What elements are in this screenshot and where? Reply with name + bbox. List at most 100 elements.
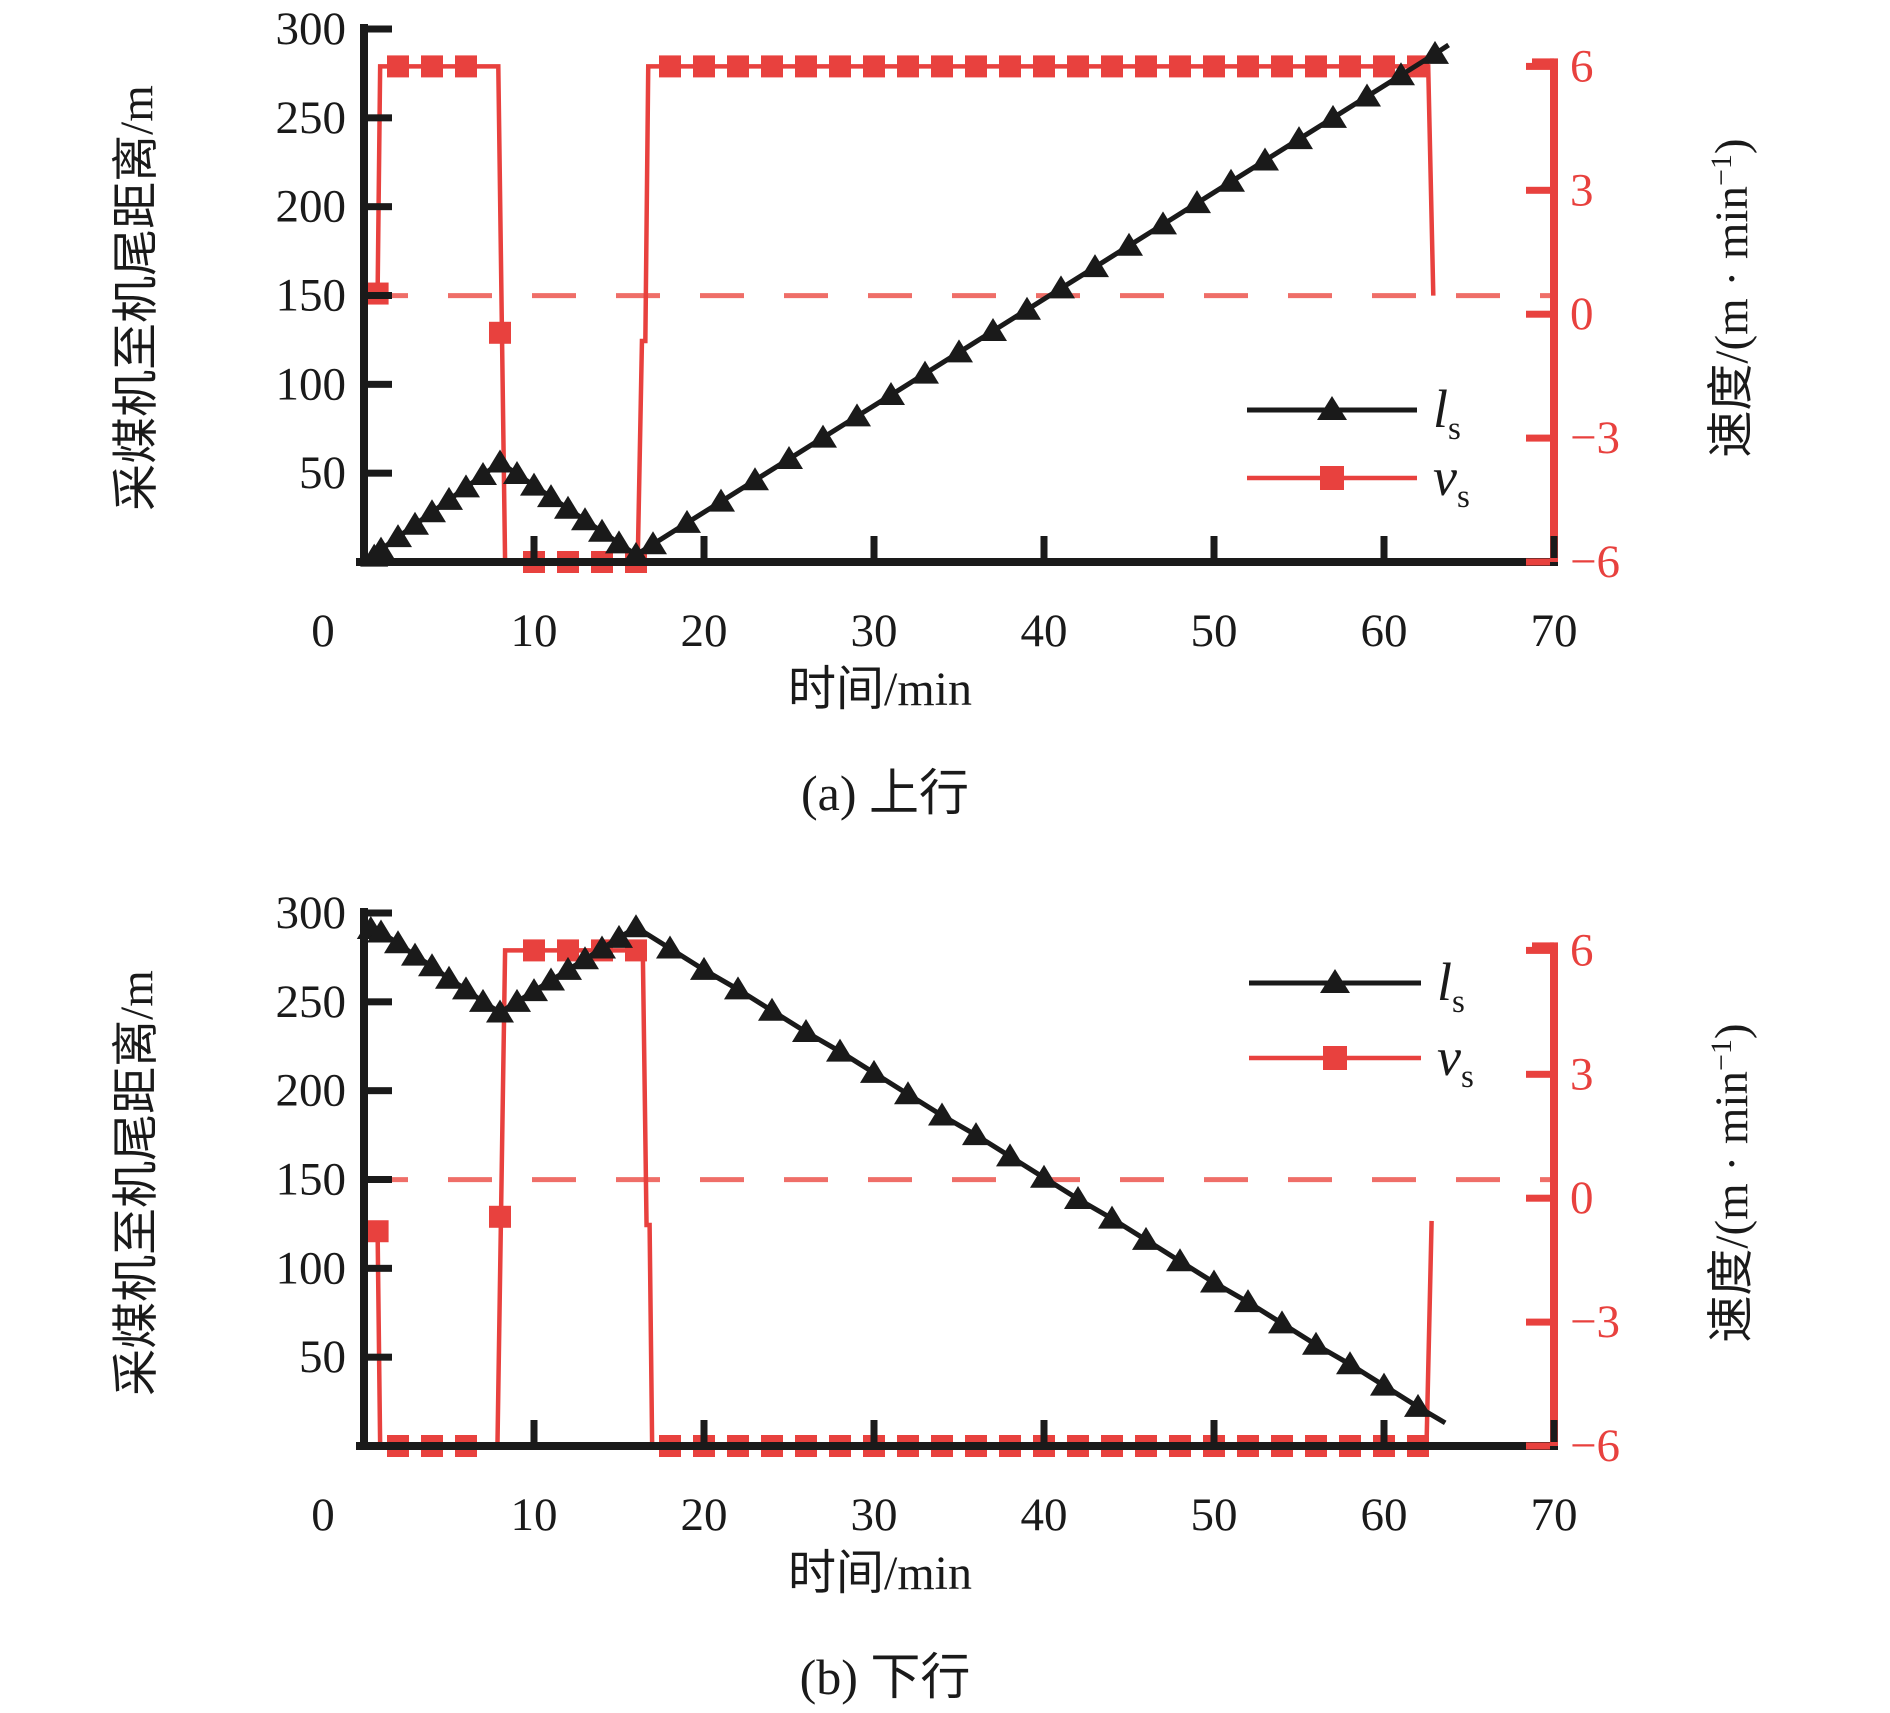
- x-axis-title: 时间/min: [788, 663, 972, 716]
- vs-marker-square: [455, 55, 477, 78]
- legend-label-vs: vs: [1433, 447, 1470, 515]
- ls-marker-triangle: [1183, 190, 1211, 214]
- x-tick: [530, 536, 538, 558]
- vs-marker-square: [489, 321, 511, 344]
- ls-marker-triangle: [656, 935, 684, 959]
- x-tick: [1040, 1420, 1048, 1442]
- x-tick-label: 10: [511, 1489, 558, 1541]
- series-vs: [366, 939, 1434, 1457]
- right-tick-label: 3: [1570, 164, 1594, 216]
- left-tick: [368, 1176, 392, 1183]
- ls-marker-triangle: [1081, 254, 1109, 278]
- ls-marker-triangle: [1115, 232, 1143, 256]
- ls-marker-triangle: [826, 1038, 854, 1062]
- right-tick-label: 6: [1570, 924, 1594, 976]
- left-tick-label: 200: [276, 181, 347, 233]
- ls-marker-triangle: [928, 1102, 956, 1126]
- left-tick: [368, 25, 392, 33]
- left-y-axis: [360, 24, 368, 566]
- x-tick: [1040, 536, 1048, 558]
- ls-marker-triangle: [486, 449, 514, 473]
- vs-marker-square: [557, 939, 579, 962]
- vs-marker-square: [761, 55, 783, 78]
- ls-marker-triangle: [622, 914, 650, 938]
- x-tick: [1550, 536, 1558, 558]
- left-tick: [368, 380, 392, 388]
- legend-label-ls: ls: [1433, 379, 1461, 447]
- vs-marker-square: [489, 1205, 511, 1228]
- vs-marker-square: [897, 55, 919, 78]
- x-axis: [356, 558, 1558, 566]
- ls-marker-triangle: [1013, 296, 1041, 320]
- series-ls: [356, 914, 1447, 1426]
- x-tick-label: 60: [1361, 605, 1408, 657]
- x-tick-label: 40: [1021, 1489, 1068, 1541]
- x-tick-label: 20: [681, 1489, 728, 1541]
- ls-marker-triangle: [1370, 1372, 1398, 1396]
- vs-marker-square: [1271, 55, 1293, 78]
- ls-marker-triangle: [639, 531, 667, 555]
- legend-label-vs: vs: [1437, 1027, 1474, 1095]
- ls-marker-triangle: [945, 339, 973, 363]
- ls-marker-triangle: [877, 381, 905, 405]
- right-tick: [1526, 1318, 1550, 1326]
- left-tick-label: 250: [276, 976, 347, 1028]
- left-tick-label: 50: [299, 1331, 346, 1383]
- ls-marker-triangle: [520, 472, 548, 496]
- vs-marker-square: [1169, 55, 1191, 78]
- x-tick: [1550, 1420, 1558, 1442]
- vs-line: [375, 948, 1434, 1449]
- legend-label-ls: ls: [1437, 952, 1465, 1020]
- ls-marker-triangle: [452, 976, 480, 1000]
- ls-marker-triangle: [384, 524, 412, 548]
- vs-marker-square: [931, 55, 953, 78]
- vs-marker-square: [693, 55, 715, 78]
- vs-marker-square: [421, 55, 443, 78]
- vs-marker-square: [387, 55, 409, 78]
- chart-caption: (a) 上行: [801, 765, 969, 821]
- vs-marker-square: [523, 939, 545, 962]
- vs-marker-square: [829, 55, 851, 78]
- right-y-axis-title: 速度/(m · min−1): [1705, 138, 1758, 457]
- ls-marker-triangle: [537, 967, 565, 991]
- right-tick: [1526, 434, 1550, 442]
- vs-marker-square: [727, 55, 749, 78]
- left-tick-label: 100: [276, 1242, 347, 1294]
- x-tick: [1210, 536, 1218, 558]
- ls-marker-triangle: [367, 536, 395, 560]
- left-tick: [368, 998, 392, 1006]
- ls-marker-triangle: [809, 424, 837, 448]
- ls-marker-triangle: [1387, 62, 1415, 86]
- left-tick: [368, 292, 392, 299]
- right-tick-label: −6: [1570, 536, 1620, 588]
- x-tick-label: 60: [1361, 1489, 1408, 1541]
- right-tick-label: 6: [1570, 40, 1594, 92]
- ls-marker-triangle: [367, 919, 395, 943]
- right-tick: [1526, 186, 1550, 194]
- ls-marker-triangle: [469, 461, 497, 485]
- x-tick-label: 50: [1191, 1489, 1238, 1541]
- vs-marker-square: [1339, 55, 1361, 78]
- right-y-axis: [1550, 942, 1558, 1446]
- ls-marker-triangle: [1064, 1186, 1092, 1210]
- x-tick-label: 30: [851, 605, 898, 657]
- ls-marker-triangle: [469, 988, 497, 1012]
- ls-marker-triangle: [1353, 83, 1381, 107]
- ls-marker-triangle: [1149, 211, 1177, 235]
- left-tick: [368, 469, 392, 477]
- right-y-axis-cap: [1532, 942, 1554, 951]
- ls-marker-triangle: [962, 1122, 990, 1146]
- x-tick-label: 40: [1021, 605, 1068, 657]
- left-tick-label: 150: [276, 270, 347, 322]
- ls-marker-triangle: [1132, 1226, 1160, 1250]
- vs-marker-square: [1373, 55, 1395, 78]
- ls-marker-triangle: [1302, 1331, 1330, 1355]
- x-tick-label: 30: [851, 1489, 898, 1541]
- right-tick-label: −3: [1570, 412, 1620, 464]
- ls-marker-triangle: [1166, 1248, 1194, 1272]
